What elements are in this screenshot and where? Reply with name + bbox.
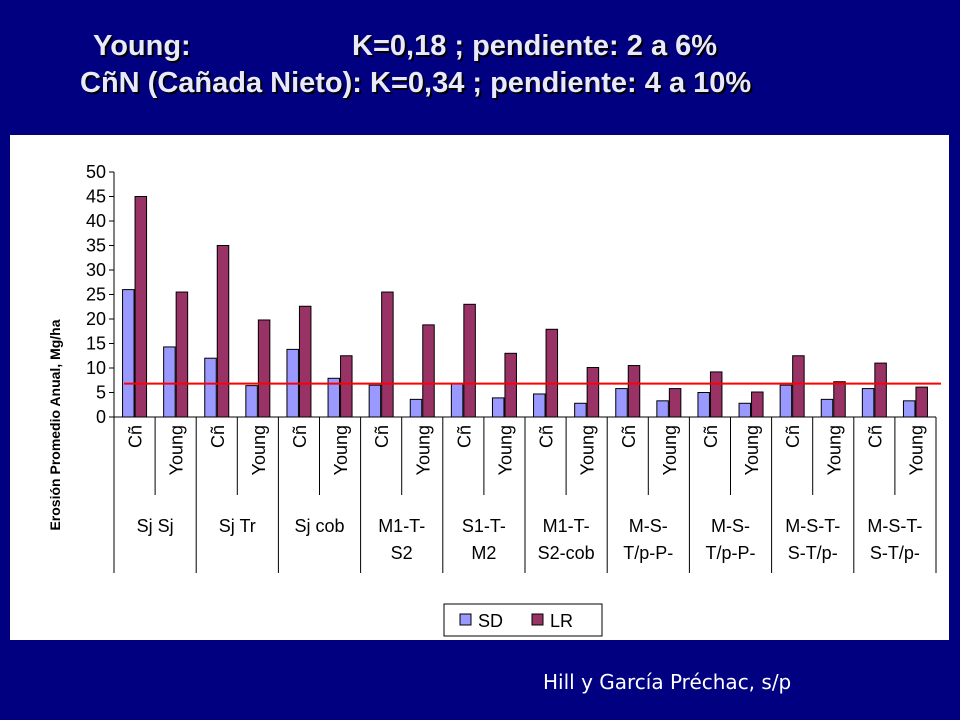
bar-sd	[861, 388, 875, 418]
group-label: Sj cob	[294, 516, 344, 536]
category-label: Young	[578, 425, 598, 475]
bar-lr	[381, 291, 394, 418]
title-cnn-line: CñN (Cañada Nieto): K=0,34 ; pendiente: …	[80, 67, 752, 99]
bar-sd	[738, 402, 752, 418]
category-label: Cñ	[619, 425, 639, 448]
group-label: S-T/p-	[870, 543, 920, 563]
category-label: Cñ	[208, 425, 228, 448]
bar-lr	[175, 291, 189, 418]
bar-sd	[491, 397, 505, 418]
bar-lr	[216, 245, 230, 418]
category-label: Young	[413, 425, 433, 475]
category-label: Young	[660, 425, 680, 475]
category-label: Young	[331, 425, 351, 475]
bar-sd	[697, 392, 710, 418]
bar-lr	[504, 352, 517, 418]
category-label: Cñ	[372, 425, 392, 448]
category-label: Young	[167, 425, 187, 475]
group-label: S1-T-	[462, 516, 506, 536]
y-tick-label: 40	[86, 211, 106, 231]
bar-lr	[627, 365, 641, 418]
category-label: Cñ	[537, 425, 557, 448]
bar-lr	[792, 355, 805, 418]
y-tick-label: 10	[86, 358, 106, 378]
bar-lr	[298, 305, 312, 418]
bar-sd	[615, 388, 628, 418]
bar-lr	[545, 328, 559, 418]
bar-sd	[163, 346, 176, 418]
category-label: Young	[906, 425, 926, 475]
bar-lr	[915, 386, 928, 418]
bar-lr	[257, 319, 271, 418]
y-tick-label: 35	[86, 236, 106, 256]
bar-sd	[779, 384, 793, 418]
group-label: M1-T-	[378, 516, 425, 536]
group-label: S2-cob	[538, 543, 595, 563]
group-label: M-S-T-	[867, 516, 922, 536]
group-label: T/p-P-	[623, 543, 673, 563]
title-young-label: Young:	[93, 30, 191, 62]
group-label: M-S-	[711, 516, 750, 536]
category-label: Cñ	[126, 425, 146, 448]
y-axis-title: Erosión Promedio Anual, Mg/ha	[47, 319, 63, 530]
title-young-params: K=0,18 ; pendiente: 2 a 6%	[352, 30, 718, 62]
bar-sd	[902, 400, 916, 418]
y-tick-label: 5	[96, 383, 106, 403]
y-tick-label: 50	[86, 162, 106, 182]
legend: SD LR	[443, 603, 603, 637]
bar-sd	[450, 383, 464, 418]
bar-lr	[668, 388, 682, 418]
group-label: M1-T-	[543, 516, 590, 536]
bar-lr	[709, 371, 723, 418]
category-label: Young	[249, 425, 269, 475]
group-label: S2	[391, 543, 413, 563]
category-label: Young	[495, 425, 515, 475]
source-citation: Hill y García Préchac, s/p	[543, 670, 792, 694]
bar-sd	[204, 357, 217, 418]
bar-lr	[586, 367, 600, 418]
bar-sd	[122, 289, 135, 418]
group-label: Sj Sj	[137, 516, 174, 536]
bar-lr	[422, 324, 435, 418]
category-label: Cñ	[865, 425, 885, 448]
group-label: M-S-	[629, 516, 668, 536]
group-label: S-T/p-	[788, 543, 838, 563]
y-tick-label: 45	[86, 187, 106, 207]
group-label: M2	[471, 543, 496, 563]
legend-label-sd: SD	[478, 611, 503, 631]
bar-chart: Erosión Promedio Anual, Mg/ha 0 5 10 15 20 25…	[47, 162, 941, 637]
category-label: Cñ	[701, 425, 721, 448]
legend-label-lr: LR	[550, 611, 573, 631]
bar-lr	[874, 362, 887, 418]
bar-sd	[245, 385, 258, 418]
bar-lr	[833, 381, 846, 418]
category-label: Cñ	[783, 425, 803, 448]
y-tick-label: 30	[86, 260, 106, 280]
y-tick-label: 20	[86, 309, 106, 329]
category-label: Cñ	[290, 425, 310, 448]
bar-lr	[463, 303, 476, 418]
bar-sd	[820, 398, 834, 418]
legend-swatch-lr	[531, 613, 544, 626]
bar-sd	[656, 400, 669, 418]
bar-sd	[574, 402, 587, 418]
bar-sd	[409, 398, 423, 418]
y-tick-label: 15	[86, 334, 106, 354]
bar-lr	[340, 355, 353, 418]
group-label: T/p-P-	[705, 543, 755, 563]
category-label: Cñ	[454, 425, 474, 448]
legend-swatch-sd	[459, 613, 472, 626]
group-label: Sj Tr	[219, 516, 256, 536]
y-tick-label: 25	[86, 285, 106, 305]
bar-sd	[533, 393, 546, 418]
category-label: Young	[824, 425, 844, 475]
chart-panel: Erosión Promedio Anual, Mg/ha 0 5 10 15 20 25…	[10, 135, 949, 640]
bar-lr	[751, 391, 764, 418]
category-label: Young	[742, 425, 762, 475]
bar-sd	[368, 384, 382, 418]
group-label: M-S-T-	[785, 516, 840, 536]
y-tick-label: 0	[96, 407, 106, 427]
